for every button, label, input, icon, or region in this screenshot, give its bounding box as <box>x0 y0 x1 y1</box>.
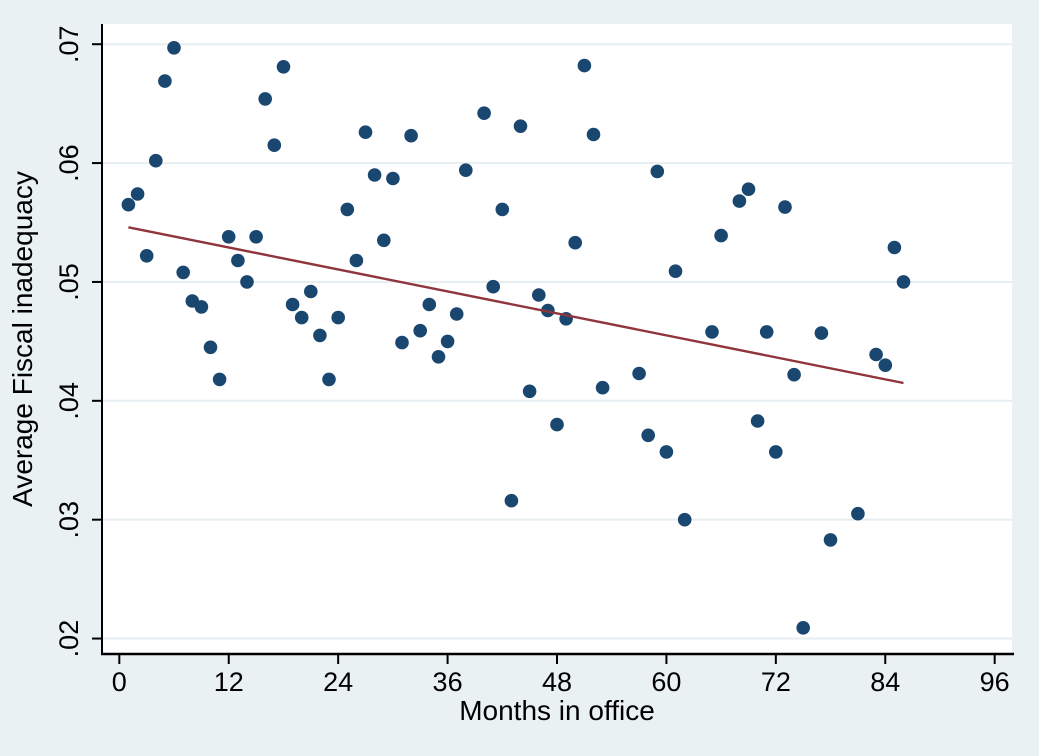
data-point <box>440 334 455 349</box>
data-point <box>149 153 163 168</box>
data-point <box>668 264 683 279</box>
data-point <box>386 171 400 186</box>
data-point <box>304 284 318 299</box>
data-point <box>814 326 829 340</box>
data-point <box>276 60 291 74</box>
data-point <box>459 163 473 177</box>
data-point <box>294 310 309 325</box>
data-point <box>632 366 646 381</box>
data-point <box>194 300 209 314</box>
data-point <box>741 182 756 196</box>
data-point <box>759 325 774 339</box>
data-point <box>322 372 336 387</box>
fit-line <box>128 226 904 385</box>
data-point <box>121 197 136 212</box>
y-tick-label: .05 <box>54 263 84 301</box>
data-point <box>367 168 382 182</box>
data-point <box>659 445 674 459</box>
data-point <box>896 275 911 289</box>
y-tick-label: .02 <box>54 620 84 658</box>
data-point <box>504 493 519 508</box>
data-point <box>705 325 719 339</box>
data-point <box>486 279 501 294</box>
data-point <box>349 253 364 268</box>
data-point <box>377 233 391 248</box>
data-point <box>431 350 446 364</box>
data-point <box>249 230 263 244</box>
data-point <box>787 367 801 382</box>
data-point <box>568 235 582 250</box>
y-tick-label: .07 <box>54 25 84 63</box>
data-point <box>750 414 765 428</box>
data-point <box>176 265 190 280</box>
x-tick-label: 24 <box>323 667 353 697</box>
data-point <box>851 506 865 521</box>
data-point <box>477 106 491 120</box>
data-point <box>285 297 300 312</box>
data-point <box>449 307 464 321</box>
data-point <box>887 240 902 255</box>
data-point <box>732 194 747 208</box>
x-tick-label: 36 <box>433 667 463 697</box>
y-tick-label: .06 <box>54 144 84 182</box>
data-point <box>823 533 838 547</box>
data-point <box>231 253 245 268</box>
y-axis-title: Average Fiscal inadequacy <box>7 171 38 507</box>
data-point <box>139 249 154 263</box>
data-point <box>677 512 692 527</box>
data-point <box>714 228 728 243</box>
data-point <box>550 417 564 432</box>
data-point <box>313 328 327 343</box>
y-tick-label: .03 <box>54 501 84 539</box>
data-point <box>532 288 546 302</box>
data-point <box>240 275 254 289</box>
data-point <box>340 202 355 217</box>
data-point <box>869 347 883 362</box>
x-axis-title: Months in office <box>459 695 655 726</box>
y-axis-ticks: .02 .03 .04 .05 .06 .07 <box>54 25 101 657</box>
data-point <box>422 297 437 312</box>
data-point <box>130 187 145 201</box>
fit-line-group <box>128 226 904 385</box>
x-tick-label: 84 <box>870 667 900 697</box>
data-point <box>258 92 273 106</box>
data-point <box>641 428 655 443</box>
data-point <box>212 372 227 387</box>
x-tick-label: 12 <box>214 667 244 697</box>
data-point <box>331 310 346 325</box>
data-point <box>158 74 172 88</box>
x-tick-label: 60 <box>651 667 681 697</box>
data-point <box>167 41 181 55</box>
data-point <box>778 200 792 214</box>
y-tick-label: .04 <box>54 382 84 420</box>
data-point <box>495 202 510 217</box>
data-point <box>769 445 783 459</box>
x-tick-label: 72 <box>761 667 791 697</box>
data-point <box>595 380 610 395</box>
data-point <box>395 335 409 350</box>
data-point <box>796 621 810 635</box>
x-tick-label: 96 <box>980 667 1010 697</box>
data-point <box>878 358 893 373</box>
data-point <box>267 138 282 152</box>
x-axis-ticks: 0 12 24 36 48 60 72 84 96 <box>112 655 1010 697</box>
data-point <box>586 127 601 142</box>
x-tick-label: 0 <box>112 667 127 697</box>
data-point <box>203 340 218 355</box>
data-point <box>358 125 373 139</box>
data-point <box>650 164 665 179</box>
data-point <box>404 128 418 143</box>
data-point <box>221 230 236 244</box>
data-point <box>577 58 592 73</box>
plot-area <box>102 24 1012 654</box>
data-point <box>413 323 428 338</box>
x-tick-label: 48 <box>542 667 572 697</box>
axes <box>101 24 1014 656</box>
data-point <box>513 119 528 133</box>
data-point <box>522 384 537 399</box>
gridlines <box>103 43 1012 640</box>
